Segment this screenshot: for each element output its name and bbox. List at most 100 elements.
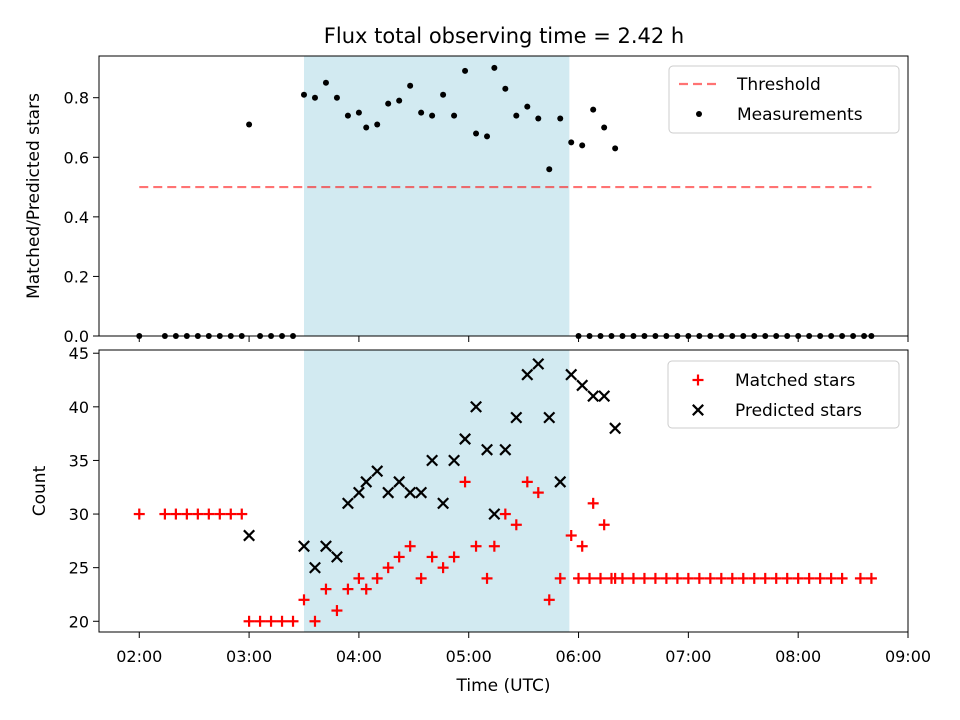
y-tick-label-bottom: 25 (69, 559, 89, 578)
matched-star-point (470, 540, 482, 552)
matched-star-point (236, 508, 248, 520)
matched-star-point (426, 551, 438, 563)
measurement-point (590, 106, 597, 113)
predicted-star-point (543, 411, 556, 424)
matched-star-point (298, 594, 310, 606)
measurement-point (513, 112, 520, 119)
y-tick-label-bottom: 35 (69, 451, 89, 470)
bottom-legend: Matched stars Predicted stars (667, 360, 900, 429)
matched-star-point (616, 572, 628, 584)
legend-matched-label: Matched stars (735, 371, 855, 391)
matched-star-point (649, 572, 661, 584)
top-axes: 0.00.20.40.60.8 Matched/Predicted stars … (24, 55, 909, 346)
matched-star-point (320, 583, 332, 595)
measurement-point (535, 115, 542, 122)
predicted-star-point (576, 379, 589, 392)
predicted-star-point (481, 443, 494, 456)
matched-star-point (481, 572, 493, 584)
top-axes-marks (136, 64, 875, 339)
x-tick-label: 09:00 (885, 647, 931, 666)
matched-star-point (554, 572, 566, 584)
matched-star-point (759, 572, 771, 584)
matched-star-point (287, 615, 299, 627)
matched-star-point (836, 572, 848, 584)
measurement-point (502, 85, 509, 92)
matched-star-point (181, 508, 193, 520)
measurement-point (300, 91, 307, 98)
y-tick-label-bottom: 40 (69, 398, 89, 417)
predicted-star-point (510, 411, 523, 424)
matched-star-point (692, 374, 704, 386)
measurement-point (440, 91, 447, 98)
matched-star-point (448, 551, 460, 563)
predicted-star-point (470, 400, 483, 413)
matched-star-point (393, 551, 405, 563)
predicted-star-point (330, 550, 343, 563)
matched-star-point (371, 572, 383, 584)
bottom-axes: 20 25 30 35 40 45 02:00 03:00 04:00 05:00 06:00 07:… (30, 344, 931, 696)
matched-star-point (404, 540, 416, 552)
legend-box-bottom (667, 360, 900, 429)
predicted-star-point (319, 540, 332, 553)
measurement-point (579, 142, 586, 149)
measurement-point (568, 139, 575, 146)
predicted-star-point (521, 368, 534, 381)
matched-star-point (488, 540, 500, 552)
legend-box-top (668, 65, 900, 134)
matched-star-point (638, 572, 650, 584)
predicted-star-point (382, 486, 395, 499)
matched-star-point (342, 583, 354, 595)
matched-star-point (715, 572, 727, 584)
matched-star-point (521, 476, 533, 488)
matched-star-point (584, 572, 596, 584)
matched-star-point (595, 572, 607, 584)
measurement-point (385, 100, 392, 107)
x-tick-label: 03:00 (226, 647, 272, 666)
matched-star-point (627, 572, 639, 584)
y-tick-label-top: 0.8 (64, 89, 89, 108)
matched-star-point (543, 594, 555, 606)
chart-title: Flux total observing time = 2.42 h (324, 24, 684, 48)
matched-star-point (532, 487, 544, 499)
matched-star-point (865, 572, 877, 584)
matched-star-point (605, 572, 617, 584)
predicted-star-point (448, 454, 461, 467)
legend-measurement-label: Measurements (737, 105, 863, 125)
measurement-point (484, 133, 491, 140)
predicted-star-point (308, 561, 321, 574)
predicted-star-point (415, 486, 428, 499)
measurement-point (451, 112, 458, 119)
x-tick-label: 08:00 (775, 647, 821, 666)
x-tick-label: 07:00 (665, 647, 711, 666)
y-tick-label-bottom: 45 (69, 344, 89, 363)
matched-star-point (510, 519, 522, 531)
predicted-star-point (298, 540, 310, 553)
predicted-star-point (352, 486, 365, 499)
measurement-point (429, 112, 436, 119)
y-tick-label-bottom: 20 (69, 612, 89, 631)
predicted-star-point (499, 443, 512, 456)
matched-star-point (159, 508, 171, 520)
y-tick-label-top: 0.4 (64, 208, 89, 227)
matched-star-point (276, 615, 288, 627)
matched-star-point (598, 519, 610, 531)
matched-star-point (737, 572, 749, 584)
predicted-star-point (371, 465, 384, 478)
matched-star-point (587, 497, 599, 509)
predicted-star-point (565, 368, 578, 381)
matched-star-point (203, 508, 215, 520)
measurement-point (524, 103, 531, 110)
x-tick-label: 04:00 (336, 647, 382, 666)
matched-star-point (214, 508, 226, 520)
matched-star-point (814, 572, 826, 584)
observing-window-shade-top (303, 56, 570, 336)
top-y-axis-label: Matched/Predicted stars (24, 93, 44, 299)
matched-star-point (133, 508, 145, 520)
measurement-point (473, 130, 480, 137)
matched-star-point (825, 572, 837, 584)
measurement-point (246, 121, 253, 128)
matched-star-point (726, 572, 738, 584)
top-legend: Threshold Measurements (668, 65, 900, 134)
bottom-axes-marks (133, 357, 877, 627)
predicted-star-point (532, 357, 545, 370)
